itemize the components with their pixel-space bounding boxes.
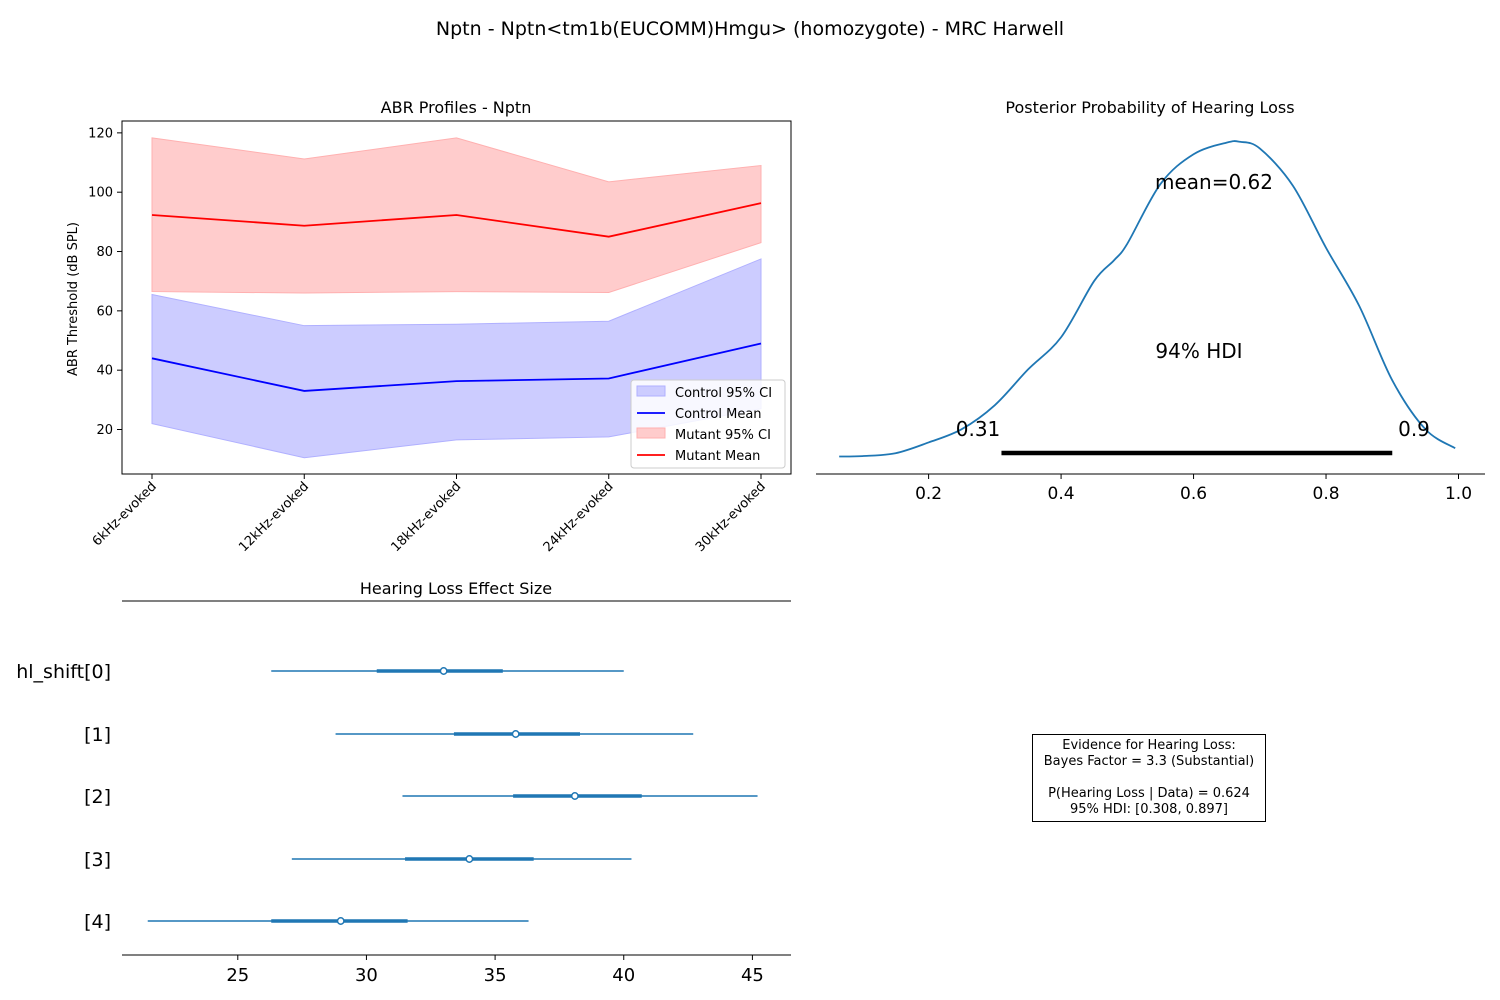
abr-y-tick-label: 120 (88, 126, 113, 141)
probability-text: P(Hearing Loss | Data) = 0.624 (1048, 786, 1250, 801)
hdi-low-label: 0.31 (956, 417, 1001, 441)
forest-x-tick-label: 40 (612, 965, 635, 986)
forest-row-label: [2] (84, 786, 111, 808)
posterior-plot-area: 0.2 0.4 0.6 0.8 1.0 mean=0.62 94% HDI 0.31 0.9 (816, 140, 1485, 504)
mutant-mean-line (151, 202, 762, 238)
posterior-x-tick-label: 0.6 (1180, 484, 1207, 504)
abr-x-tick-label: 18kHz-evoked (388, 479, 464, 555)
hdi-text: 95% HDI: [0.308, 0.897] (1070, 802, 1228, 817)
evidence-spacer (1033, 770, 1265, 786)
legend-label: Mutant 95% CI (675, 428, 771, 443)
abr-x-tick-label: 24kHz-evoked (541, 479, 617, 555)
effect-size-plot-area: hl_shift[0] [1] [2] [3] [4] 25 30 35 40 45 (16, 600, 791, 986)
legend-label: Control 95% CI (675, 386, 772, 401)
evidence-heading: Evidence for Hearing Loss: (1062, 738, 1236, 753)
abr-plot-area: 20 40 60 80 100 120 6kHz-evoked 12kHz-evoked 18k… (88, 120, 792, 555)
bayes-factor-text: Bayes Factor = 3.3 (Substantial) (1043, 754, 1255, 769)
posterior-density-curve (839, 140, 1456, 458)
legend-label: Control Mean (675, 407, 762, 422)
legend-swatch (636, 385, 666, 397)
legend-swatch (636, 427, 666, 439)
abr-legend-box (630, 379, 786, 469)
abr-y-tick-label: 60 (96, 304, 113, 319)
abr-profiles-panel: ABR Profiles - Nptn ABR Threshold (dB SP… (66, 98, 792, 555)
abr-x-tick-label: 6kHz-evoked (90, 479, 160, 549)
abr-y-axis-label: ABR Threshold (dB SPL) (66, 222, 81, 376)
forest-row-label: [4] (84, 911, 111, 933)
abr-y-tick-label: 20 (96, 423, 113, 438)
forest-median-point (570, 792, 579, 800)
posterior-panel: Posterior Probability of Hearing Loss 0.… (816, 98, 1485, 504)
hdi-high-label: 0.9 (1398, 417, 1430, 441)
legend-label: Mutant Mean (675, 449, 760, 464)
forest-row-label: [3] (84, 849, 111, 871)
control-mean-line (151, 342, 762, 392)
forest-x-tick-label: 35 (484, 965, 507, 986)
forest-median-point (439, 667, 448, 675)
forest-row-label: hl_shift[0] (16, 661, 111, 683)
figure-title: Nptn - Nptn<tm1b(EUCOMM)Hmgu> (homozygot… (436, 18, 1064, 40)
abr-y-tick-label: 40 (96, 364, 113, 379)
abr-x-tick-label: 30kHz-evoked (693, 479, 769, 555)
forest-x-tick-label: 25 (226, 965, 249, 986)
abr-x-tick-label: 12kHz-evoked (236, 479, 312, 555)
abr-y-tick-label: 100 (88, 186, 113, 201)
posterior-x-tick-label: 1.0 (1445, 484, 1472, 504)
effect-size-panel: Hearing Loss Effect Size hl_shift[0] [1] [… (16, 579, 791, 986)
posterior-x-tick-label: 0.8 (1313, 484, 1340, 504)
effect-size-title: Hearing Loss Effect Size (360, 579, 552, 598)
forest-x-tick-label: 45 (741, 965, 764, 986)
posterior-x-tick-label: 0.4 (1048, 484, 1075, 504)
abr-y-tick-label: 80 (96, 245, 113, 260)
forest-median-point (465, 855, 474, 863)
posterior-mean-label: mean=0.62 (1155, 170, 1273, 194)
posterior-x-tick-label: 0.2 (915, 484, 942, 504)
hdi-label: 94% HDI (1155, 339, 1242, 363)
forest-median-point (511, 730, 520, 738)
forest-row-label: [1] (84, 724, 111, 746)
evidence-box: Evidence for Hearing Loss: Bayes Factor … (1032, 734, 1266, 822)
abr-title: ABR Profiles - Nptn (381, 98, 532, 117)
forest-median-point (336, 917, 345, 925)
posterior-title: Posterior Probability of Hearing Loss (1005, 98, 1294, 117)
forest-x-tick-label: 30 (355, 965, 378, 986)
